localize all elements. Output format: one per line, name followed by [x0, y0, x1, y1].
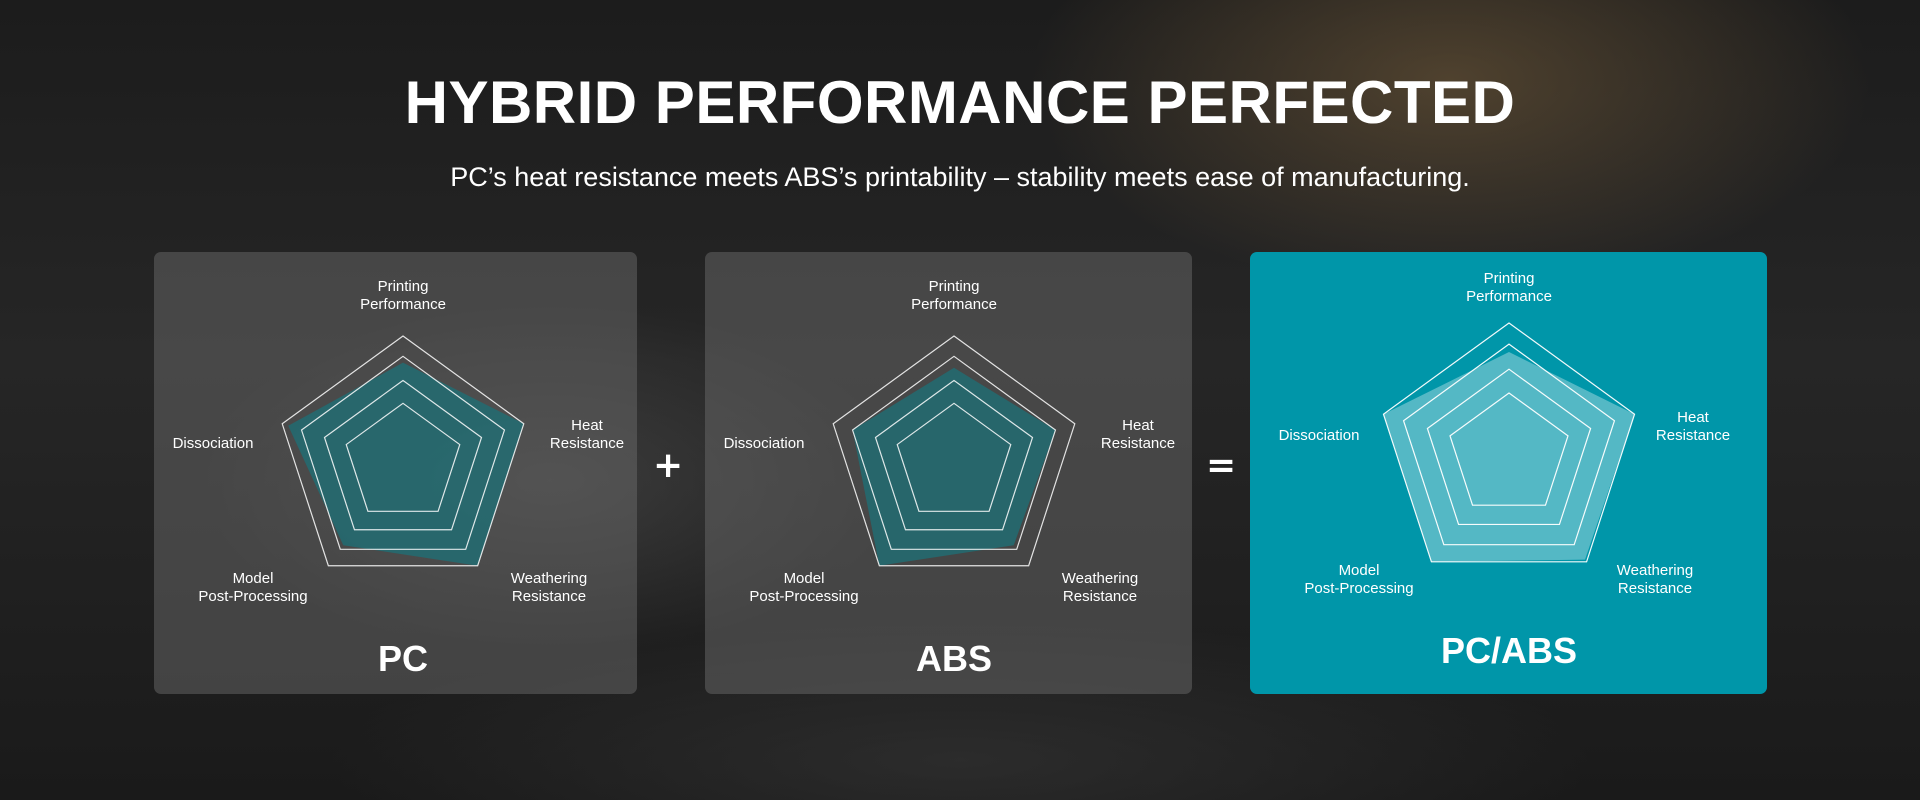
- radar-axis-label: Dissociation: [724, 435, 805, 452]
- radar-title: ABS: [916, 638, 992, 679]
- radar-axis-label-line: Weathering: [511, 570, 587, 587]
- radar-data-area: [1383, 352, 1635, 562]
- radar-axis-label: Weathering Resistance: [1062, 570, 1138, 605]
- radar-axis-label: Model Post-Processing: [198, 570, 307, 605]
- radar-axis-label-line: Printing: [929, 278, 980, 295]
- radar-axis-label: Weathering Resistance: [1617, 562, 1693, 597]
- radar-axis-label: Model Post-Processing: [749, 570, 858, 605]
- radar-title: PC/ABS: [1441, 630, 1577, 671]
- page-title: HYBRID PERFORMANCE PERFECTED: [404, 69, 1516, 136]
- radar-axis-label-line: Printing: [1484, 270, 1535, 287]
- radar-axis-label: Printing Performance: [1466, 270, 1552, 305]
- radar-grid-ring: [300, 355, 506, 550]
- radar-data-area: [852, 367, 1056, 566]
- radar-axis-label: Heat Resistance: [550, 417, 624, 452]
- radar-axis-label-line: Resistance: [1656, 427, 1730, 444]
- radar-axis-label-line: Resistance: [1101, 435, 1175, 452]
- radar-title: PC: [378, 638, 428, 679]
- radar-axis-label-line: Performance: [1466, 288, 1552, 305]
- radar-axis-label: Printing Performance: [911, 278, 997, 313]
- radar-axis-label-line: Resistance: [1063, 588, 1137, 605]
- radar-axis-label-line: Resistance: [1618, 580, 1692, 597]
- radar-grid-ring: [851, 355, 1057, 550]
- pc-radar-card: Printing Performance Heat Resistance Weather…: [154, 252, 637, 694]
- radar-axis-label-line: Post-Processing: [198, 588, 307, 605]
- radar-axis-label-line: Weathering: [1062, 570, 1138, 587]
- radar-axis-label-line: Performance: [911, 296, 997, 313]
- radar-axis-label-line: Dissociation: [173, 435, 254, 452]
- radar-grid-ring: [1426, 368, 1592, 526]
- radar-axis-label-line: Heat: [1677, 409, 1710, 426]
- radar-axis-label-line: Model: [233, 570, 274, 587]
- radar-data-area: [288, 362, 524, 566]
- pcabs-radar-card: Printing Performance Heat Resistance Weather…: [1250, 252, 1767, 694]
- radar-axis-label-line: Post-Processing: [1304, 580, 1413, 597]
- radar-axis-label-line: Post-Processing: [749, 588, 858, 605]
- radar-axis-label-line: Resistance: [512, 588, 586, 605]
- radar-grid-ring: [323, 379, 483, 531]
- radar-grid-ring: [345, 402, 461, 512]
- radar-grid-ring: [874, 379, 1034, 531]
- radar-axis-label-line: Resistance: [550, 435, 624, 452]
- radar-grid-ring: [1402, 343, 1616, 546]
- radar-axis-label-line: Model: [784, 570, 825, 587]
- radar-axis-label-line: Model: [1339, 562, 1380, 579]
- radar-grid-ring: [1449, 392, 1569, 506]
- radar-axis-label: Heat Resistance: [1656, 409, 1730, 444]
- abs-radar-card: Printing Performance Heat Resistance Weather…: [705, 252, 1192, 694]
- radar-axis-label-line: Heat: [571, 417, 604, 434]
- radar-axis-label-line: Weathering: [1617, 562, 1693, 579]
- radar-grid-ring: [281, 335, 525, 567]
- radar-axis-label: Dissociation: [1279, 427, 1360, 444]
- radar-axis-label-line: Heat: [1122, 417, 1155, 434]
- radar-axis-label: Dissociation: [173, 435, 254, 452]
- plus-sign: +: [653, 445, 684, 486]
- radar-axis-label: Heat Resistance: [1101, 417, 1175, 452]
- radar-axis-label-line: Dissociation: [1279, 427, 1360, 444]
- radar-axis-label: Model Post-Processing: [1304, 562, 1413, 597]
- radar-axis-label-line: Dissociation: [724, 435, 805, 452]
- radar-axis-label-line: Performance: [360, 296, 446, 313]
- page-subtitle: PC’s heat resistance meets ABS’s printab…: [450, 162, 1470, 192]
- equals-sign: =: [1206, 445, 1237, 486]
- radar-axis-label: Weathering Resistance: [511, 570, 587, 605]
- radar-grid-ring: [1382, 322, 1636, 563]
- radar-axis-label: Printing Performance: [360, 278, 446, 313]
- radar-grid-ring: [832, 335, 1076, 567]
- radar-axis-label-line: Printing: [378, 278, 429, 295]
- radar-grid-ring: [896, 402, 1012, 512]
